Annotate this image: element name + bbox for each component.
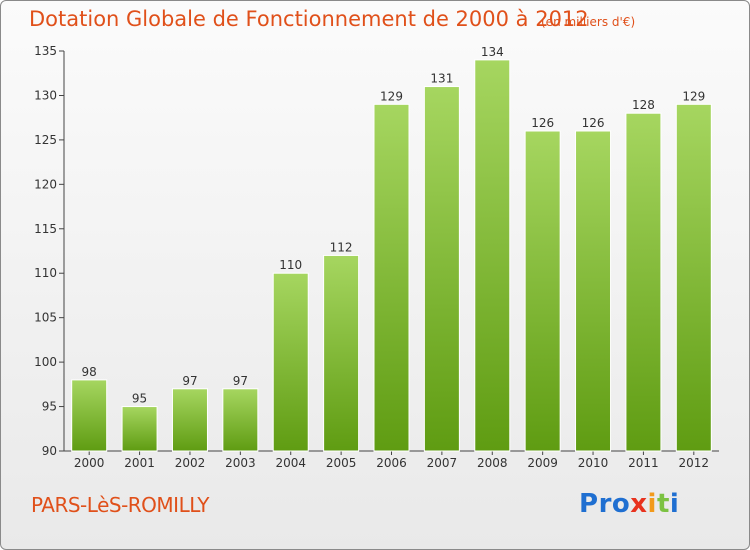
bar-2010 [575,130,612,452]
data-labels: 98 2000 95 2001 97 2002 97 2003 110 2004 112 2005 12… [74,45,709,470]
y-tick-label: 105 [34,311,57,325]
bars [71,59,712,452]
logo-letter: i [669,489,680,519]
x-tick-label-2005: 2005 [326,456,357,470]
value-label-2009: 126 [531,116,554,130]
x-tick-label-2002: 2002 [175,456,206,470]
logo-letter: i [647,489,657,519]
bar-2005 [323,254,360,452]
proxiti-logo: Proxiti [579,489,679,519]
value-label-2010: 126 [582,116,605,130]
x-tick-label-2011: 2011 [628,456,659,470]
value-label-2000: 98 [82,365,97,379]
logo-letter: x [630,489,648,519]
x-tick-label-2001: 2001 [124,456,155,470]
chart-title: Dotation Globale de Fonctionnement de 20… [29,7,589,31]
x-tick-label-2008: 2008 [477,456,508,470]
value-label-2008: 134 [481,45,504,59]
logo-letter: r [598,489,612,519]
logo-letter: P [579,489,599,519]
x-tick-label-2009: 2009 [527,456,558,470]
bar-2000 [71,379,108,452]
bar-2006 [373,103,410,452]
x-tick-label-2010: 2010 [578,456,609,470]
value-label-2002: 97 [182,374,197,388]
bar-2008 [474,59,511,452]
x-tick-label-2004: 2004 [275,456,306,470]
x-tick-label-2012: 2012 [679,456,710,470]
bar-2004 [272,272,309,452]
bar-2001 [121,406,158,452]
x-tick-label-2000: 2000 [74,456,105,470]
y-tick-label: 125 [34,133,57,147]
bar-2002 [171,388,208,452]
y-tick-label: 135 [34,44,57,58]
logo-letter: o [611,489,631,519]
bar-2007 [423,86,460,452]
y-tick-label: 130 [34,88,57,102]
y-tick-label: 115 [34,222,57,236]
value-label-2011: 128 [632,98,655,112]
y-tick-label: 110 [34,266,57,280]
value-label-2007: 131 [430,72,453,86]
bar-2011 [625,112,662,452]
x-tick-label-2003: 2003 [225,456,256,470]
bar-2012 [675,103,712,452]
x-tick-label-2007: 2007 [427,456,458,470]
bar-2003 [222,388,259,452]
value-label-2001: 95 [132,392,147,406]
y-tick-label: 90 [42,444,57,458]
x-tick-label-2006: 2006 [376,456,407,470]
y-tick-label: 95 [42,400,57,414]
unit-note: (en milliers d'€) [541,15,636,29]
value-label-2003: 97 [233,374,248,388]
value-label-2012: 129 [682,89,705,103]
logo-letter: t [656,489,670,519]
value-label-2006: 129 [380,89,403,103]
bar-2009 [524,130,561,452]
y-tick-label: 120 [34,177,57,191]
axes: 90 95 100 105 110 115 120 125 130 135 [34,44,719,458]
value-label-2005: 112 [330,240,353,254]
place-name: PARS-LèS-ROMILLY [31,493,209,517]
y-tick-label: 100 [34,355,57,369]
value-label-2004: 110 [279,258,302,272]
